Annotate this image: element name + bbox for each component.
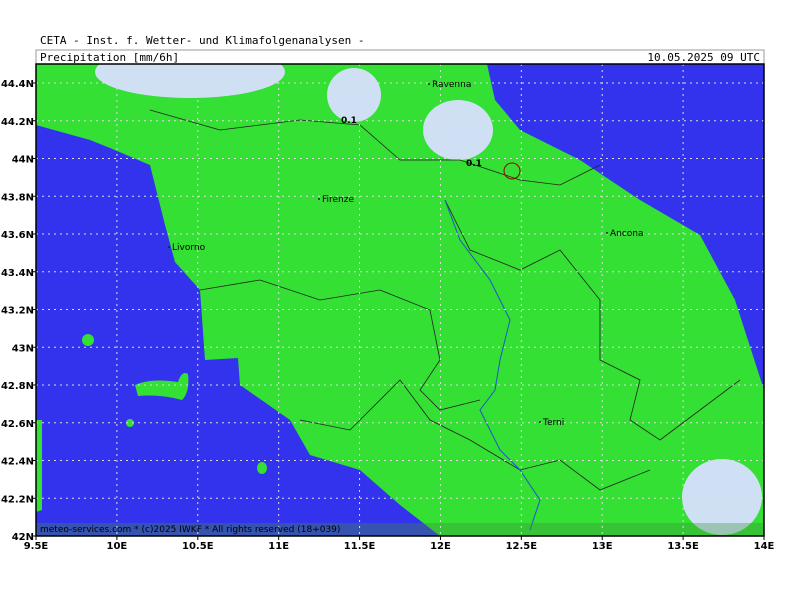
y-tick-label: 44N bbox=[12, 155, 34, 166]
land bbox=[36, 420, 42, 512]
x-tick-label: 10.5E bbox=[182, 541, 214, 552]
footer-credit: meteo-services.com * (c)2025 IWKF * All … bbox=[40, 525, 340, 535]
y-tick-label: 43N bbox=[12, 343, 34, 354]
y-tick-label: 44.2N bbox=[1, 117, 34, 128]
source-line: CETA - Inst. f. Wetter- und Klimafolgena… bbox=[40, 34, 365, 47]
x-tick-label: 12E bbox=[430, 541, 451, 552]
y-tick-label: 43.6N bbox=[1, 230, 34, 241]
land bbox=[36, 64, 764, 536]
x-tick-label: 13.5E bbox=[667, 541, 699, 552]
y-tick-label: 43.2N bbox=[1, 306, 34, 317]
map-title: Precipitation [mm/6h] bbox=[40, 51, 179, 64]
y-tick-label: 44.4N bbox=[1, 79, 34, 90]
contour-label: 0.1 bbox=[341, 116, 357, 126]
place-label: Ravenna bbox=[432, 80, 471, 90]
y-tick-label: 42N bbox=[12, 532, 34, 543]
precip-area bbox=[95, 64, 285, 98]
footer-bar bbox=[36, 523, 764, 536]
island bbox=[82, 334, 94, 346]
island bbox=[135, 373, 189, 400]
map-area: Ravenna Firenze Livorno Ancona Terni 0.1 0.1 bbox=[36, 64, 764, 536]
island bbox=[257, 462, 267, 474]
contour bbox=[503, 162, 521, 180]
precip-area bbox=[423, 100, 493, 160]
y-tick-label: 42.4N bbox=[1, 457, 34, 468]
island bbox=[126, 419, 134, 427]
x-tick-label: 13E bbox=[592, 541, 613, 552]
place-label: Livorno bbox=[172, 243, 206, 253]
place-dot bbox=[428, 83, 430, 85]
contour-label: 0.1 bbox=[466, 159, 482, 169]
x-tick-label: 11E bbox=[268, 541, 289, 552]
x-tick-label: 11.5E bbox=[344, 541, 376, 552]
place-label: Terni bbox=[542, 418, 564, 428]
map-frame bbox=[35, 63, 765, 537]
x-tick-label: 12.5E bbox=[506, 541, 538, 552]
river bbox=[444, 199, 541, 531]
y-tick-label: 42.2N bbox=[1, 494, 34, 505]
precip-area bbox=[327, 68, 381, 122]
place-dot bbox=[318, 198, 320, 200]
borders bbox=[149, 109, 741, 491]
precip-area bbox=[682, 459, 762, 535]
valid-time: 10.05.2025 09 UTC bbox=[647, 51, 760, 64]
y-tick-label: 43.8N bbox=[1, 192, 34, 203]
y-tick-label: 42.6N bbox=[1, 419, 34, 430]
x-tick-label: 9.5E bbox=[24, 541, 49, 552]
place-dot bbox=[168, 246, 170, 248]
precip-areas bbox=[95, 64, 762, 535]
place-dot bbox=[539, 421, 541, 423]
place-label: Firenze bbox=[322, 195, 354, 205]
place-label: Ancona bbox=[610, 229, 644, 239]
y-tick-label: 43.4N bbox=[1, 268, 34, 279]
x-tick-label: 10E bbox=[107, 541, 128, 552]
y-tick-label: 42.8N bbox=[1, 381, 34, 392]
x-tick-label: 14E bbox=[754, 541, 775, 552]
place-dot bbox=[606, 232, 608, 234]
